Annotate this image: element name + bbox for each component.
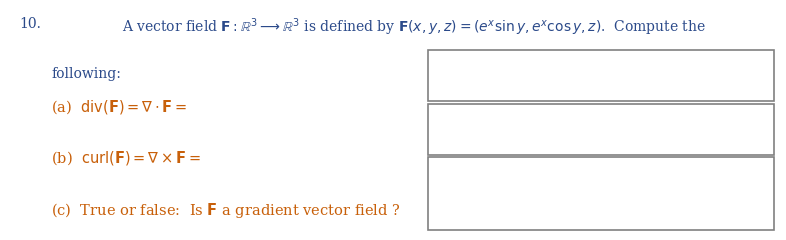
Text: following:: following:	[51, 67, 121, 81]
Bar	[428, 50, 774, 101]
Bar	[428, 157, 774, 230]
Text: (c)  True or false:  Is $\mathbf{F}$ a gradient vector field ?: (c) True or false: Is $\mathbf{F}$ a gra…	[51, 200, 401, 220]
Text: A vector field $\mathbf{F} : \mathbb{R}^3 \longrightarrow \mathbb{R}^3$ is defin: A vector field $\mathbf{F} : \mathbb{R}^…	[122, 17, 706, 38]
Text: (a)  $\mathrm{div}(\mathbf{F}) = \nabla \cdot \mathbf{F} = $: (a) $\mathrm{div}(\mathbf{F}) = \nabla \…	[51, 98, 188, 116]
Text: 10.: 10.	[20, 17, 42, 31]
Bar	[428, 104, 774, 155]
Text: (b)  $\mathrm{curl}(\mathbf{F}) = \nabla \times \mathbf{F} = $: (b) $\mathrm{curl}(\mathbf{F}) = \nabla …	[51, 149, 201, 168]
